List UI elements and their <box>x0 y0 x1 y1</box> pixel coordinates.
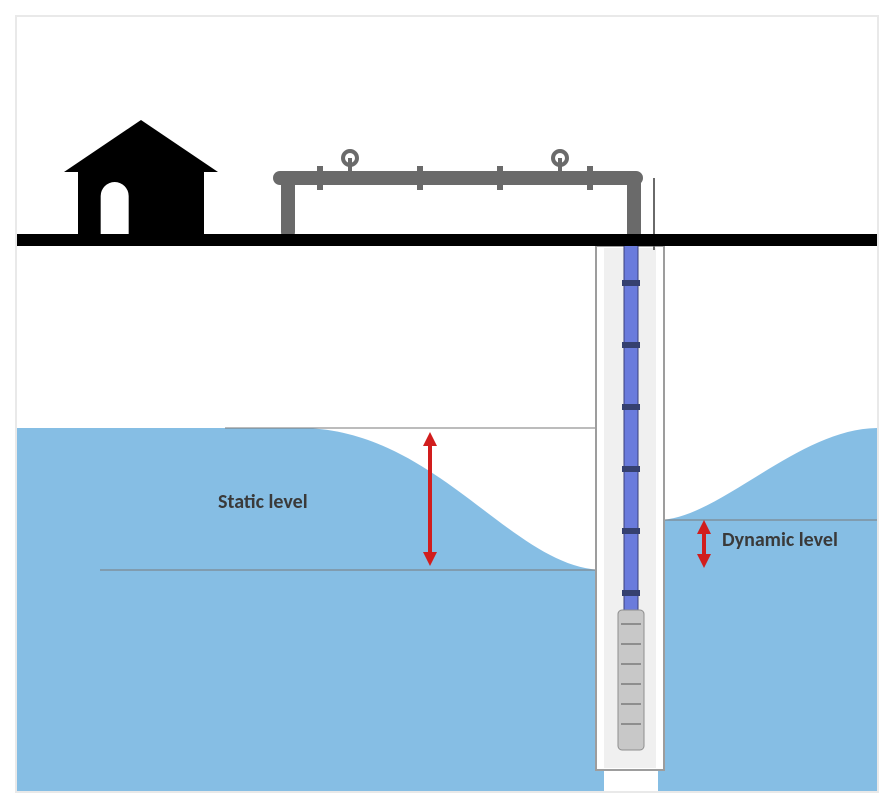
outer-frame <box>0 0 896 804</box>
